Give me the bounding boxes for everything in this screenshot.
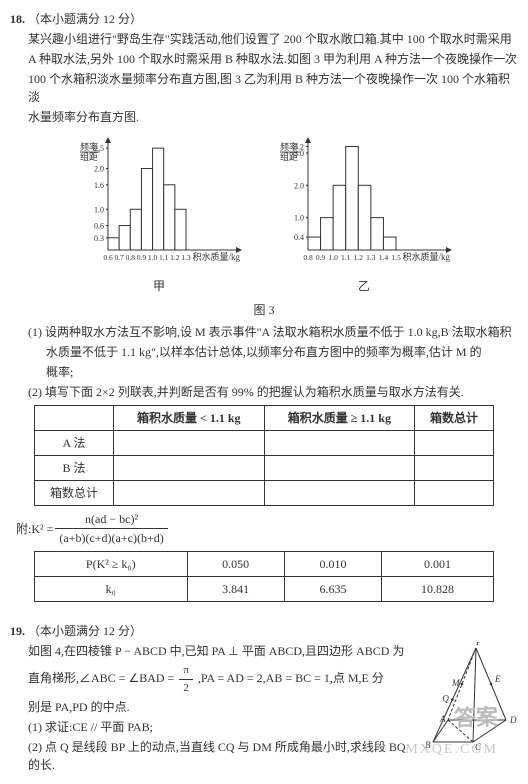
svg-text:1.1: 1.1 — [341, 253, 351, 262]
ct-r2: B 法 — [35, 456, 114, 481]
chart-a: 频率组距0.30.61.01.62.02.50.60.70.80.91.01.1… — [74, 132, 244, 299]
svg-text:1.2: 1.2 — [354, 253, 364, 262]
svg-text:0.3: 0.3 — [94, 234, 104, 243]
kt-k1: 6.635 — [284, 577, 381, 602]
q18-sub1-line1: (1) 设两种取水方法互不影响,设 M 表示事件"A 法取水箱积水质量不低于 1… — [10, 323, 518, 341]
chart-a-caption: 甲 — [74, 277, 244, 295]
pi-num: π — [179, 662, 193, 680]
formula-num: n(ad − bc)² — [55, 510, 167, 529]
kt-p0: 0.050 — [187, 552, 284, 577]
q18-number: 18. — [10, 12, 25, 26]
svg-text:E: E — [494, 674, 501, 684]
formula-label: 附:K² = — [16, 520, 53, 538]
k2-formula: 附:K² = n(ad − bc)² (a+b)(c+d)(a+c)(b+d) — [16, 510, 518, 547]
svg-text:2.5: 2.5 — [94, 144, 104, 153]
svg-text:0.9: 0.9 — [316, 253, 326, 262]
svg-text:0.9: 0.9 — [137, 253, 147, 262]
svg-text:1.0: 1.0 — [94, 205, 104, 214]
svg-text:2.0: 2.0 — [294, 181, 304, 190]
ct-r3: 箱数总计 — [35, 481, 114, 506]
chart-b-caption: 乙 — [274, 277, 454, 295]
svg-text:0.4: 0.4 — [294, 233, 304, 242]
svg-text:1.0: 1.0 — [148, 253, 158, 262]
ct-cell — [264, 431, 414, 456]
kt-p2: 0.001 — [382, 552, 494, 577]
svg-text:1.0: 1.0 — [294, 214, 304, 223]
svg-text:2.0: 2.0 — [94, 165, 104, 174]
q18-stem-line3: 100 个水箱积淡水量频率分布直方图,图 3 乙为利用 B 种方法一个夜晚操作一… — [10, 70, 518, 106]
kt-k0: 3.841 — [187, 577, 284, 602]
q19-figure: P A B C D M E Q — [418, 642, 518, 757]
q18-stem-line4: 水量频率分布直方图. — [10, 108, 518, 126]
q19-stem2b: ,PA = AD = 2,AB = BC = 1,点 M,E 分 — [198, 671, 384, 685]
ct-blank — [35, 406, 114, 431]
ct-r1: A 法 — [35, 431, 114, 456]
svg-text:C: C — [475, 742, 482, 752]
q18-points: （本小题满分 12 分） — [28, 12, 142, 26]
ct-h3: 箱数总计 — [415, 406, 494, 431]
kt-p1: 0.010 — [284, 552, 381, 577]
figure3-caption: 图 3 — [10, 301, 518, 319]
svg-text:1.3: 1.3 — [181, 253, 191, 262]
pi-den: 2 — [179, 680, 193, 697]
svg-text:Q: Q — [442, 694, 449, 704]
q18-sub1-line3: 概率; — [10, 363, 518, 381]
svg-text:P: P — [475, 642, 482, 647]
ct-cell — [113, 481, 264, 506]
ct-cell — [264, 456, 414, 481]
svg-text:0.7: 0.7 — [114, 253, 124, 262]
svg-text:A: A — [439, 714, 446, 724]
svg-text:3.2: 3.2 — [294, 142, 304, 151]
ct-h1: 箱积水质量 < 1.1 kg — [113, 406, 264, 431]
contingency-table: 箱积水质量 < 1.1 kg 箱积水质量 ≥ 1.1 kg 箱数总计 A 法 B… — [34, 405, 494, 506]
svg-text:D: D — [509, 715, 517, 725]
q19-number: 19. — [10, 624, 25, 638]
svg-text:B: B — [425, 740, 431, 750]
svg-text:积水质量/kg: 积水质量/kg — [192, 251, 240, 262]
svg-text:0.8: 0.8 — [303, 253, 313, 262]
svg-text:1.4: 1.4 — [379, 253, 389, 262]
ct-cell — [113, 431, 264, 456]
kt-h2: k₀ — [35, 577, 188, 602]
svg-text:0.6: 0.6 — [94, 222, 104, 231]
ct-cell — [415, 431, 494, 456]
ct-cell — [113, 456, 264, 481]
q18-stem-line1: 某兴趣小组进行"野岛生存"实践活动,他们设置了 200 个取水敞口箱.其中 10… — [10, 30, 518, 48]
q19-points: （本小题满分 12 分） — [28, 624, 142, 638]
q18-sub2: (2) 填写下面 2×2 列联表,并判断是否有 99% 的把握认为箱积水质量与取… — [10, 383, 518, 401]
svg-text:1.2: 1.2 — [170, 253, 180, 262]
svg-text:M: M — [451, 678, 460, 688]
svg-text:1.3: 1.3 — [366, 253, 376, 262]
k-table: P(K² ≥ k₀) 0.050 0.010 0.001 k₀ 3.841 6.… — [34, 551, 494, 602]
ct-cell — [415, 481, 494, 506]
q18-stem-line2: A 种取水法,另外 100 个取水时需采用 B 种取水法.如图 3 甲为利用 A… — [10, 50, 518, 68]
svg-text:1.1: 1.1 — [159, 253, 169, 262]
ct-h2: 箱积水质量 ≥ 1.1 kg — [264, 406, 414, 431]
chart-b: 频率组距0.41.02.03.03.20.80.91.01.11.21.31.4… — [274, 132, 454, 299]
svg-text:1.0: 1.0 — [328, 253, 338, 262]
q18-sub1-line2: 水质量不低于 1.1 kg",以样本估计总体,以频率分布直方图中的频率为概率,估… — [10, 343, 518, 361]
ct-cell — [415, 456, 494, 481]
svg-text:积水质量/kg: 积水质量/kg — [402, 251, 450, 262]
formula-den: (a+b)(c+d)(a+c)(b+d) — [55, 529, 167, 547]
svg-text:1.5: 1.5 — [391, 253, 401, 262]
svg-text:0.6: 0.6 — [103, 253, 113, 262]
kt-k2: 10.828 — [382, 577, 494, 602]
svg-text:1.6: 1.6 — [94, 181, 104, 190]
ct-cell — [264, 481, 414, 506]
svg-text:0.8: 0.8 — [126, 253, 136, 262]
q19-stem2a: 直角梯形,∠ABC = ∠BAD = — [28, 671, 177, 685]
charts-row: 频率组距0.30.61.01.62.02.50.60.70.80.91.01.1… — [10, 132, 518, 299]
kt-h1: P(K² ≥ k₀) — [35, 552, 188, 577]
